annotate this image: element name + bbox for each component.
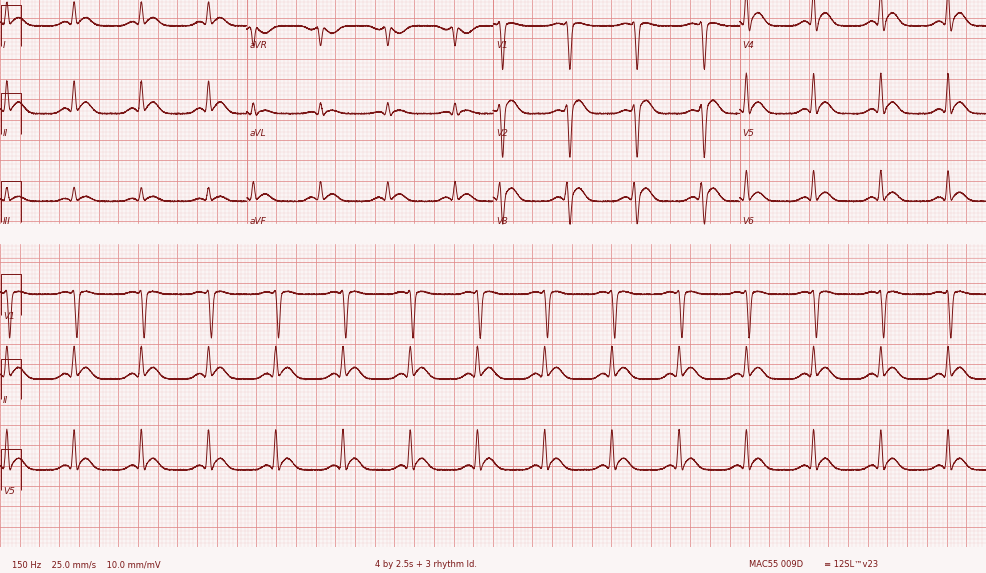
Text: V6: V6 [742, 217, 754, 226]
Text: III: III [3, 217, 11, 226]
Text: II: II [3, 397, 8, 405]
Text: aVL: aVL [249, 129, 266, 138]
Text: V5: V5 [3, 487, 15, 496]
Text: V4: V4 [742, 41, 754, 50]
Text: 150 Hz    25.0 mm/s    10.0 mm/mV: 150 Hz 25.0 mm/s 10.0 mm/mV [12, 560, 161, 569]
Text: V3: V3 [496, 217, 508, 226]
Text: I: I [3, 41, 6, 50]
Text: V1: V1 [496, 41, 508, 50]
Text: V1: V1 [3, 312, 15, 321]
Text: V2: V2 [496, 129, 508, 138]
Text: aVF: aVF [249, 217, 266, 226]
Text: aVR: aVR [249, 41, 267, 50]
Text: 4 by 2.5s + 3 rhythm ld.: 4 by 2.5s + 3 rhythm ld. [375, 560, 476, 569]
Text: II: II [3, 129, 8, 138]
Text: MAC55 009D        ≡ 12SL™v23: MAC55 009D ≡ 12SL™v23 [749, 560, 879, 569]
Text: V5: V5 [742, 129, 754, 138]
